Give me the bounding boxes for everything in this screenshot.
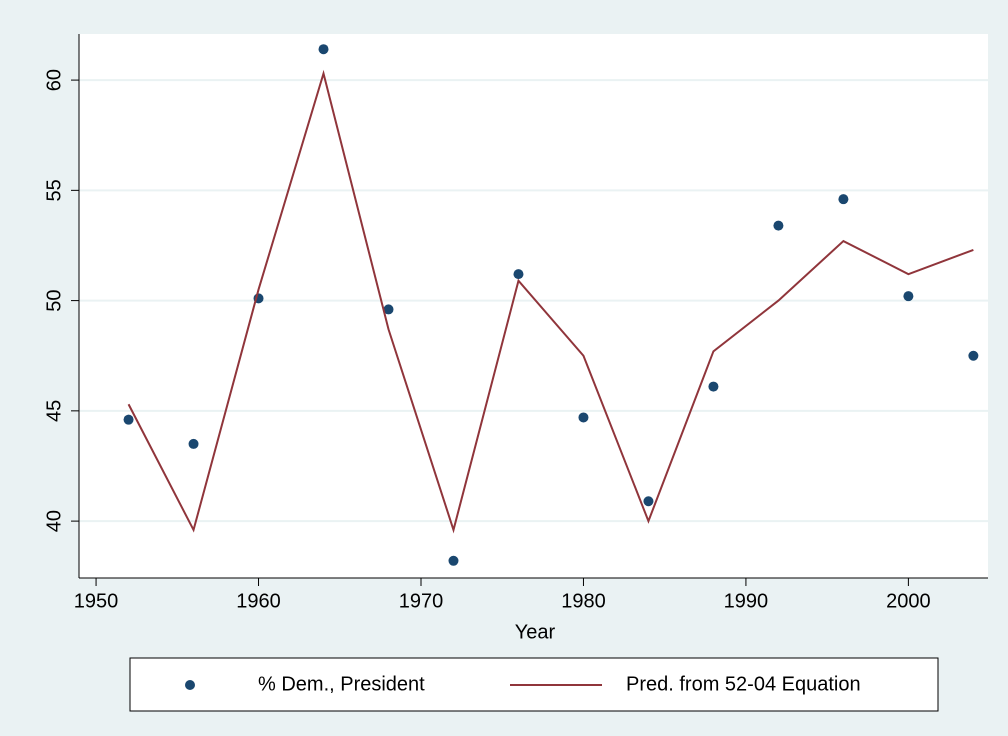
x-tick-label: 1970 — [399, 590, 444, 612]
data-point — [773, 220, 784, 231]
data-point — [708, 381, 719, 392]
legend-label: Pred. from 52-04 Equation — [626, 673, 861, 695]
x-tick-label: 1990 — [724, 590, 769, 612]
data-point — [838, 194, 849, 205]
legend-label: % Dem., President — [258, 673, 425, 695]
y-tick-label: 45 — [43, 400, 65, 422]
data-point — [968, 350, 979, 361]
data-point — [383, 304, 394, 315]
data-point — [513, 269, 524, 280]
data-point — [578, 412, 589, 423]
y-tick-label: 50 — [43, 289, 65, 311]
data-point — [643, 496, 654, 507]
data-point — [188, 438, 199, 449]
x-tick-label: 1960 — [236, 590, 281, 612]
x-axis-label: Year — [515, 621, 556, 643]
data-point — [123, 414, 134, 425]
x-tick-label: 2000 — [886, 590, 931, 612]
data-line — [127, 69, 974, 534]
data-point — [318, 44, 329, 55]
data-point — [448, 555, 459, 566]
y-tick-label: 40 — [43, 510, 65, 532]
x-tick-label: 1950 — [74, 590, 119, 612]
y-tick-label: 55 — [43, 179, 65, 201]
data-point — [903, 291, 914, 302]
plot-area — [79, 34, 988, 578]
x-tick-label: 1980 — [561, 590, 606, 612]
legend-symbol — [185, 680, 195, 690]
y-tick-label: 60 — [43, 69, 65, 91]
